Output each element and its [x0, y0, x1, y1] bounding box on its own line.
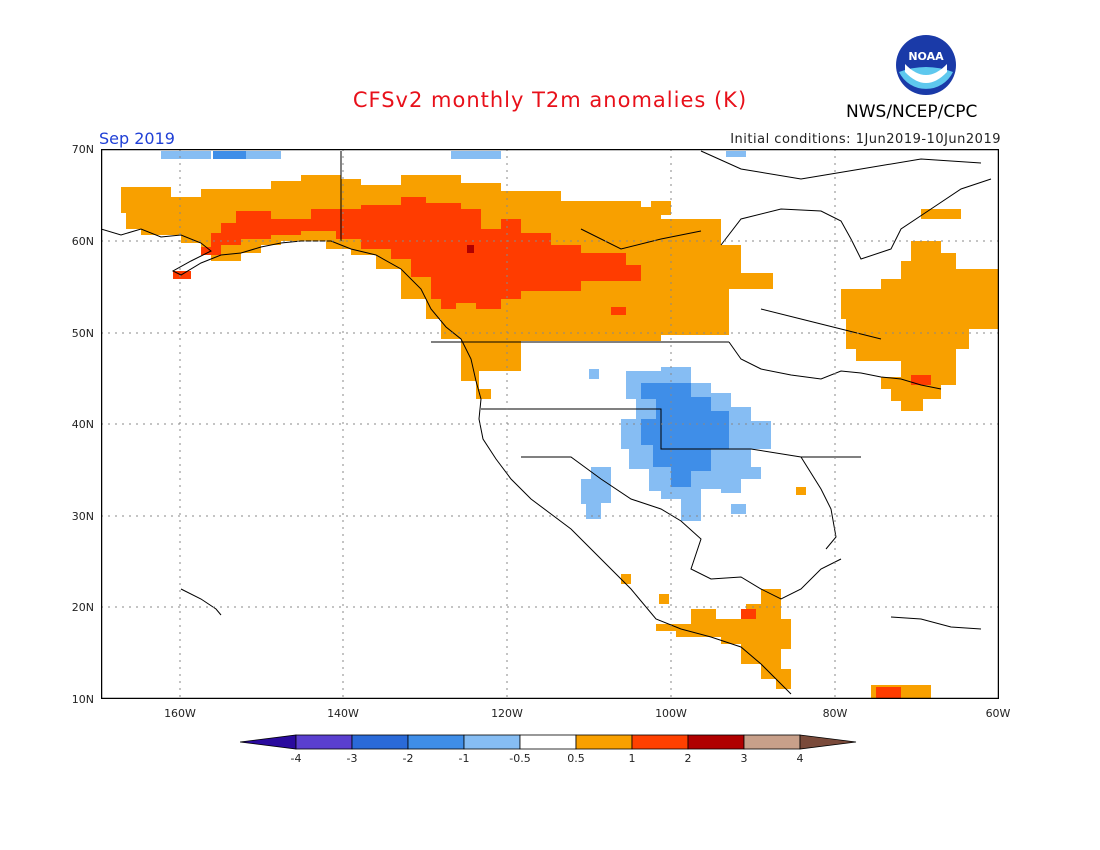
- colorbar-cell: [295, 734, 353, 750]
- lon-label: 80W: [822, 707, 848, 720]
- colorbar-arrow-high: [799, 734, 857, 750]
- anomaly-warm-extreme: [467, 245, 474, 253]
- colorbar-tick-label: 4: [796, 752, 804, 765]
- agency-label: NWS/NCEP/CPC: [846, 102, 978, 122]
- valid-month: Sep 2019: [99, 129, 175, 148]
- colorbar-cell: [463, 734, 521, 750]
- lon-label: 60W: [985, 707, 1011, 720]
- noaa-logo: NOAA: [896, 35, 956, 95]
- lat-label: 30N: [71, 510, 94, 523]
- colorbar-tick-label: 2: [684, 752, 692, 765]
- colorbar-tick-label: 1: [628, 752, 636, 765]
- lat-label: 20N: [71, 601, 94, 614]
- lon-label: 140W: [327, 707, 359, 720]
- graticule: [101, 149, 999, 699]
- colorbar-tick-label: 0.5: [567, 752, 585, 765]
- initial-conditions: Initial conditions: 1Jun2019-10Jun2019: [730, 132, 1001, 147]
- colorbar-cell: [687, 734, 745, 750]
- colorbar-cell: [575, 734, 633, 750]
- colorbar-cell: [743, 734, 801, 750]
- anomaly-cool-moderate: [213, 151, 729, 487]
- lat-label: 10N: [71, 693, 94, 706]
- anomaly-map: [101, 149, 999, 699]
- colorbar-cell: [631, 734, 689, 750]
- colorbar-cell: [407, 734, 465, 750]
- colorbar-arrow-low: [240, 734, 297, 750]
- anomaly-warm-strong: [173, 197, 931, 699]
- lat-label: 50N: [71, 327, 94, 340]
- svg-text:NOAA: NOAA: [908, 50, 944, 63]
- colorbar-tick-label: -4: [290, 752, 302, 765]
- lat-label: 60N: [71, 235, 94, 248]
- colorbar-tick-label: -3: [346, 752, 358, 765]
- lon-label: 120W: [491, 707, 523, 720]
- lon-label: 160W: [164, 707, 196, 720]
- colorbar-tick-label: -0.5: [509, 752, 531, 765]
- colorbar-tick-label: -2: [402, 752, 414, 765]
- colorbar-cell: [519, 734, 577, 750]
- map-title: CFSv2 monthly T2m anomalies (K): [352, 88, 748, 112]
- colorbar-cell: [351, 734, 409, 750]
- colorbar: [240, 734, 857, 750]
- colorbar-tick-label: -1: [458, 752, 470, 765]
- lat-label: 70N: [71, 143, 94, 156]
- lat-label: 40N: [71, 418, 94, 431]
- lon-label: 100W: [655, 707, 687, 720]
- map-frame: [101, 149, 999, 699]
- coastlines: [101, 150, 992, 695]
- colorbar-tick-label: 3: [740, 752, 748, 765]
